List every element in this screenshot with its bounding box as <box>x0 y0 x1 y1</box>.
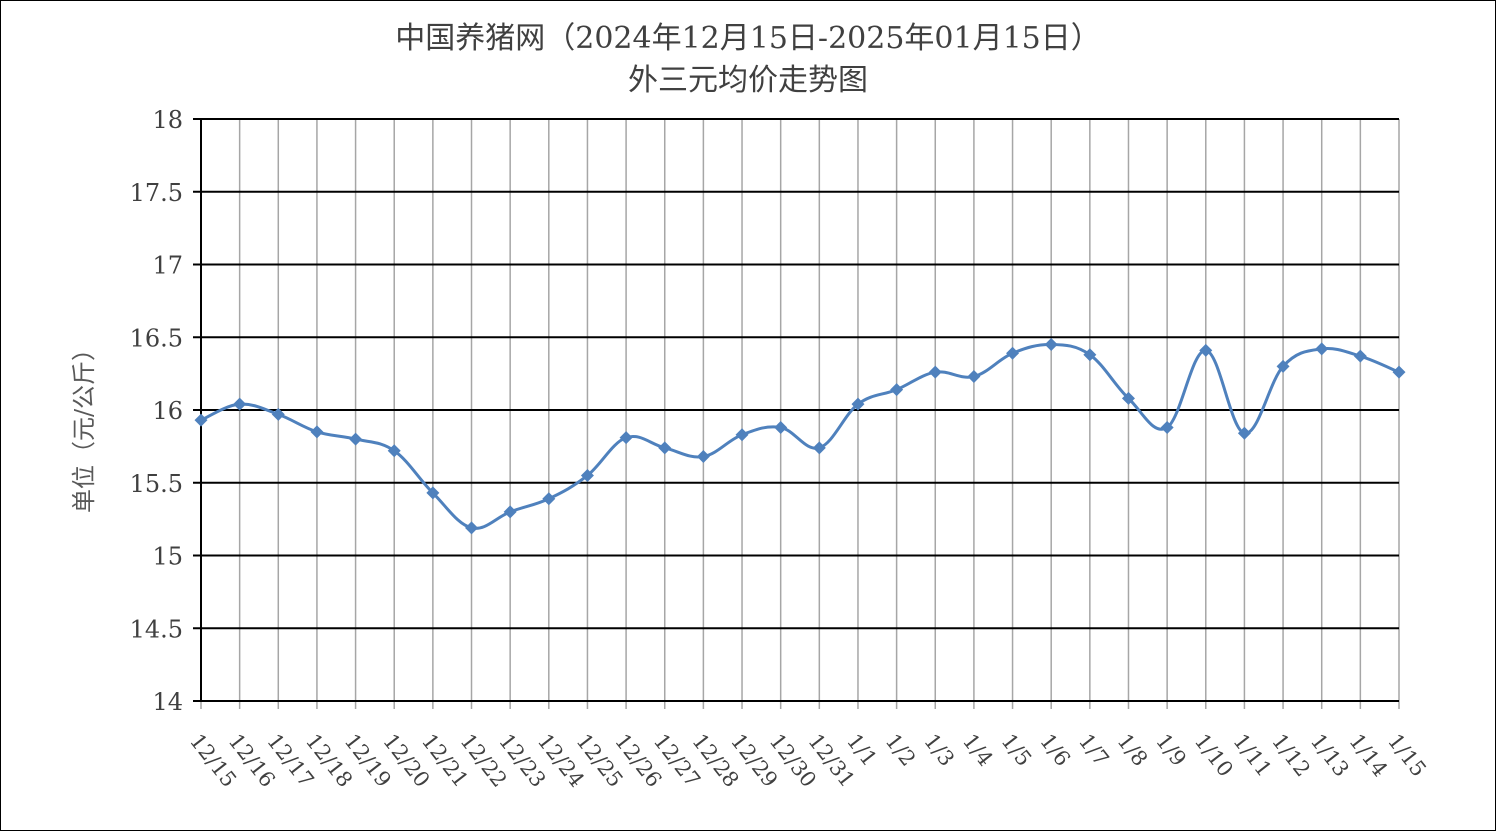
x-tick-label: 1/3 <box>919 729 959 770</box>
y-tick-label: 17.5 <box>130 179 183 207</box>
data-point-marker <box>1121 391 1135 405</box>
data-point-marker <box>1237 426 1251 440</box>
data-point-marker <box>271 407 285 421</box>
x-tick-label: 1/14 <box>1344 729 1392 781</box>
series-line <box>200 343 1400 530</box>
x-tick-label: 1/13 <box>1306 729 1354 781</box>
x-tick-label: 1/10 <box>1190 729 1238 781</box>
y-axis-label: 单位（元/公斤） <box>70 337 98 513</box>
chart-title: 中国养猪网（2024年12月15日-2025年01月15日） <box>395 21 1101 56</box>
y-tick-label: 14 <box>152 688 183 716</box>
y-tick-label: 15 <box>152 543 183 571</box>
data-point-marker <box>774 420 788 434</box>
x-tick-label: 1/9 <box>1151 729 1191 770</box>
data-point-marker <box>735 428 749 442</box>
data-point-marker <box>387 444 401 458</box>
x-tick-label: 1/6 <box>1035 729 1075 770</box>
data-point-marker <box>1160 420 1174 434</box>
data-point-marker <box>812 441 826 455</box>
grid-lines <box>193 118 1400 709</box>
data-point-marker <box>1044 338 1058 352</box>
data-point-marker <box>503 505 517 519</box>
x-tick-label: 1/15 <box>1383 729 1431 781</box>
x-tick-label: 1/5 <box>997 729 1037 770</box>
y-tick-label: 17 <box>152 252 183 280</box>
x-tick-label: 1/2 <box>881 729 921 770</box>
y-tick-labels: 14 14.5 15 15.5 16 16.5 17 17.5 18 <box>130 106 183 716</box>
data-point-marker <box>851 397 865 411</box>
x-tick-label: 1/12 <box>1267 729 1315 781</box>
y-tick-label: 18 <box>152 106 183 134</box>
data-point-marker <box>967 370 981 384</box>
y-tick-label: 16 <box>152 397 183 425</box>
data-point-marker <box>426 486 440 500</box>
y-tick-label: 14.5 <box>130 615 183 643</box>
data-point-marker <box>619 431 633 445</box>
data-point-marker <box>465 521 479 535</box>
data-point-marker <box>310 425 324 439</box>
series-markers <box>194 338 1406 535</box>
data-point-marker <box>542 492 556 506</box>
data-point-marker <box>1006 346 1020 360</box>
data-point-marker <box>658 441 672 455</box>
data-point-marker <box>928 365 942 379</box>
y-tick-label: 15.5 <box>130 470 183 498</box>
x-tick-label: 1/4 <box>958 729 998 770</box>
data-point-marker <box>890 383 904 397</box>
data-point-marker <box>194 413 208 427</box>
data-point-marker <box>1199 343 1213 357</box>
data-point-marker <box>1392 365 1406 379</box>
x-tick-label: 1/11 <box>1228 729 1276 781</box>
x-tick-labels: 12/1512/1612/1712/1812/1912/2012/2112/22… <box>185 729 1431 791</box>
y-tick-label: 16.5 <box>130 324 183 352</box>
data-point-marker <box>696 450 710 464</box>
chart-subtitle: 外三元均价走势图 <box>628 63 868 98</box>
data-point-marker <box>1083 348 1097 362</box>
x-tick-label: 1/8 <box>1113 729 1153 770</box>
data-point-marker <box>349 432 363 446</box>
x-tick-label: 1/7 <box>1074 729 1114 770</box>
data-point-marker <box>1276 359 1290 373</box>
data-point-marker <box>1353 349 1367 363</box>
data-point-marker <box>233 397 247 411</box>
data-point-marker <box>580 468 594 482</box>
data-point-marker <box>1315 342 1329 356</box>
